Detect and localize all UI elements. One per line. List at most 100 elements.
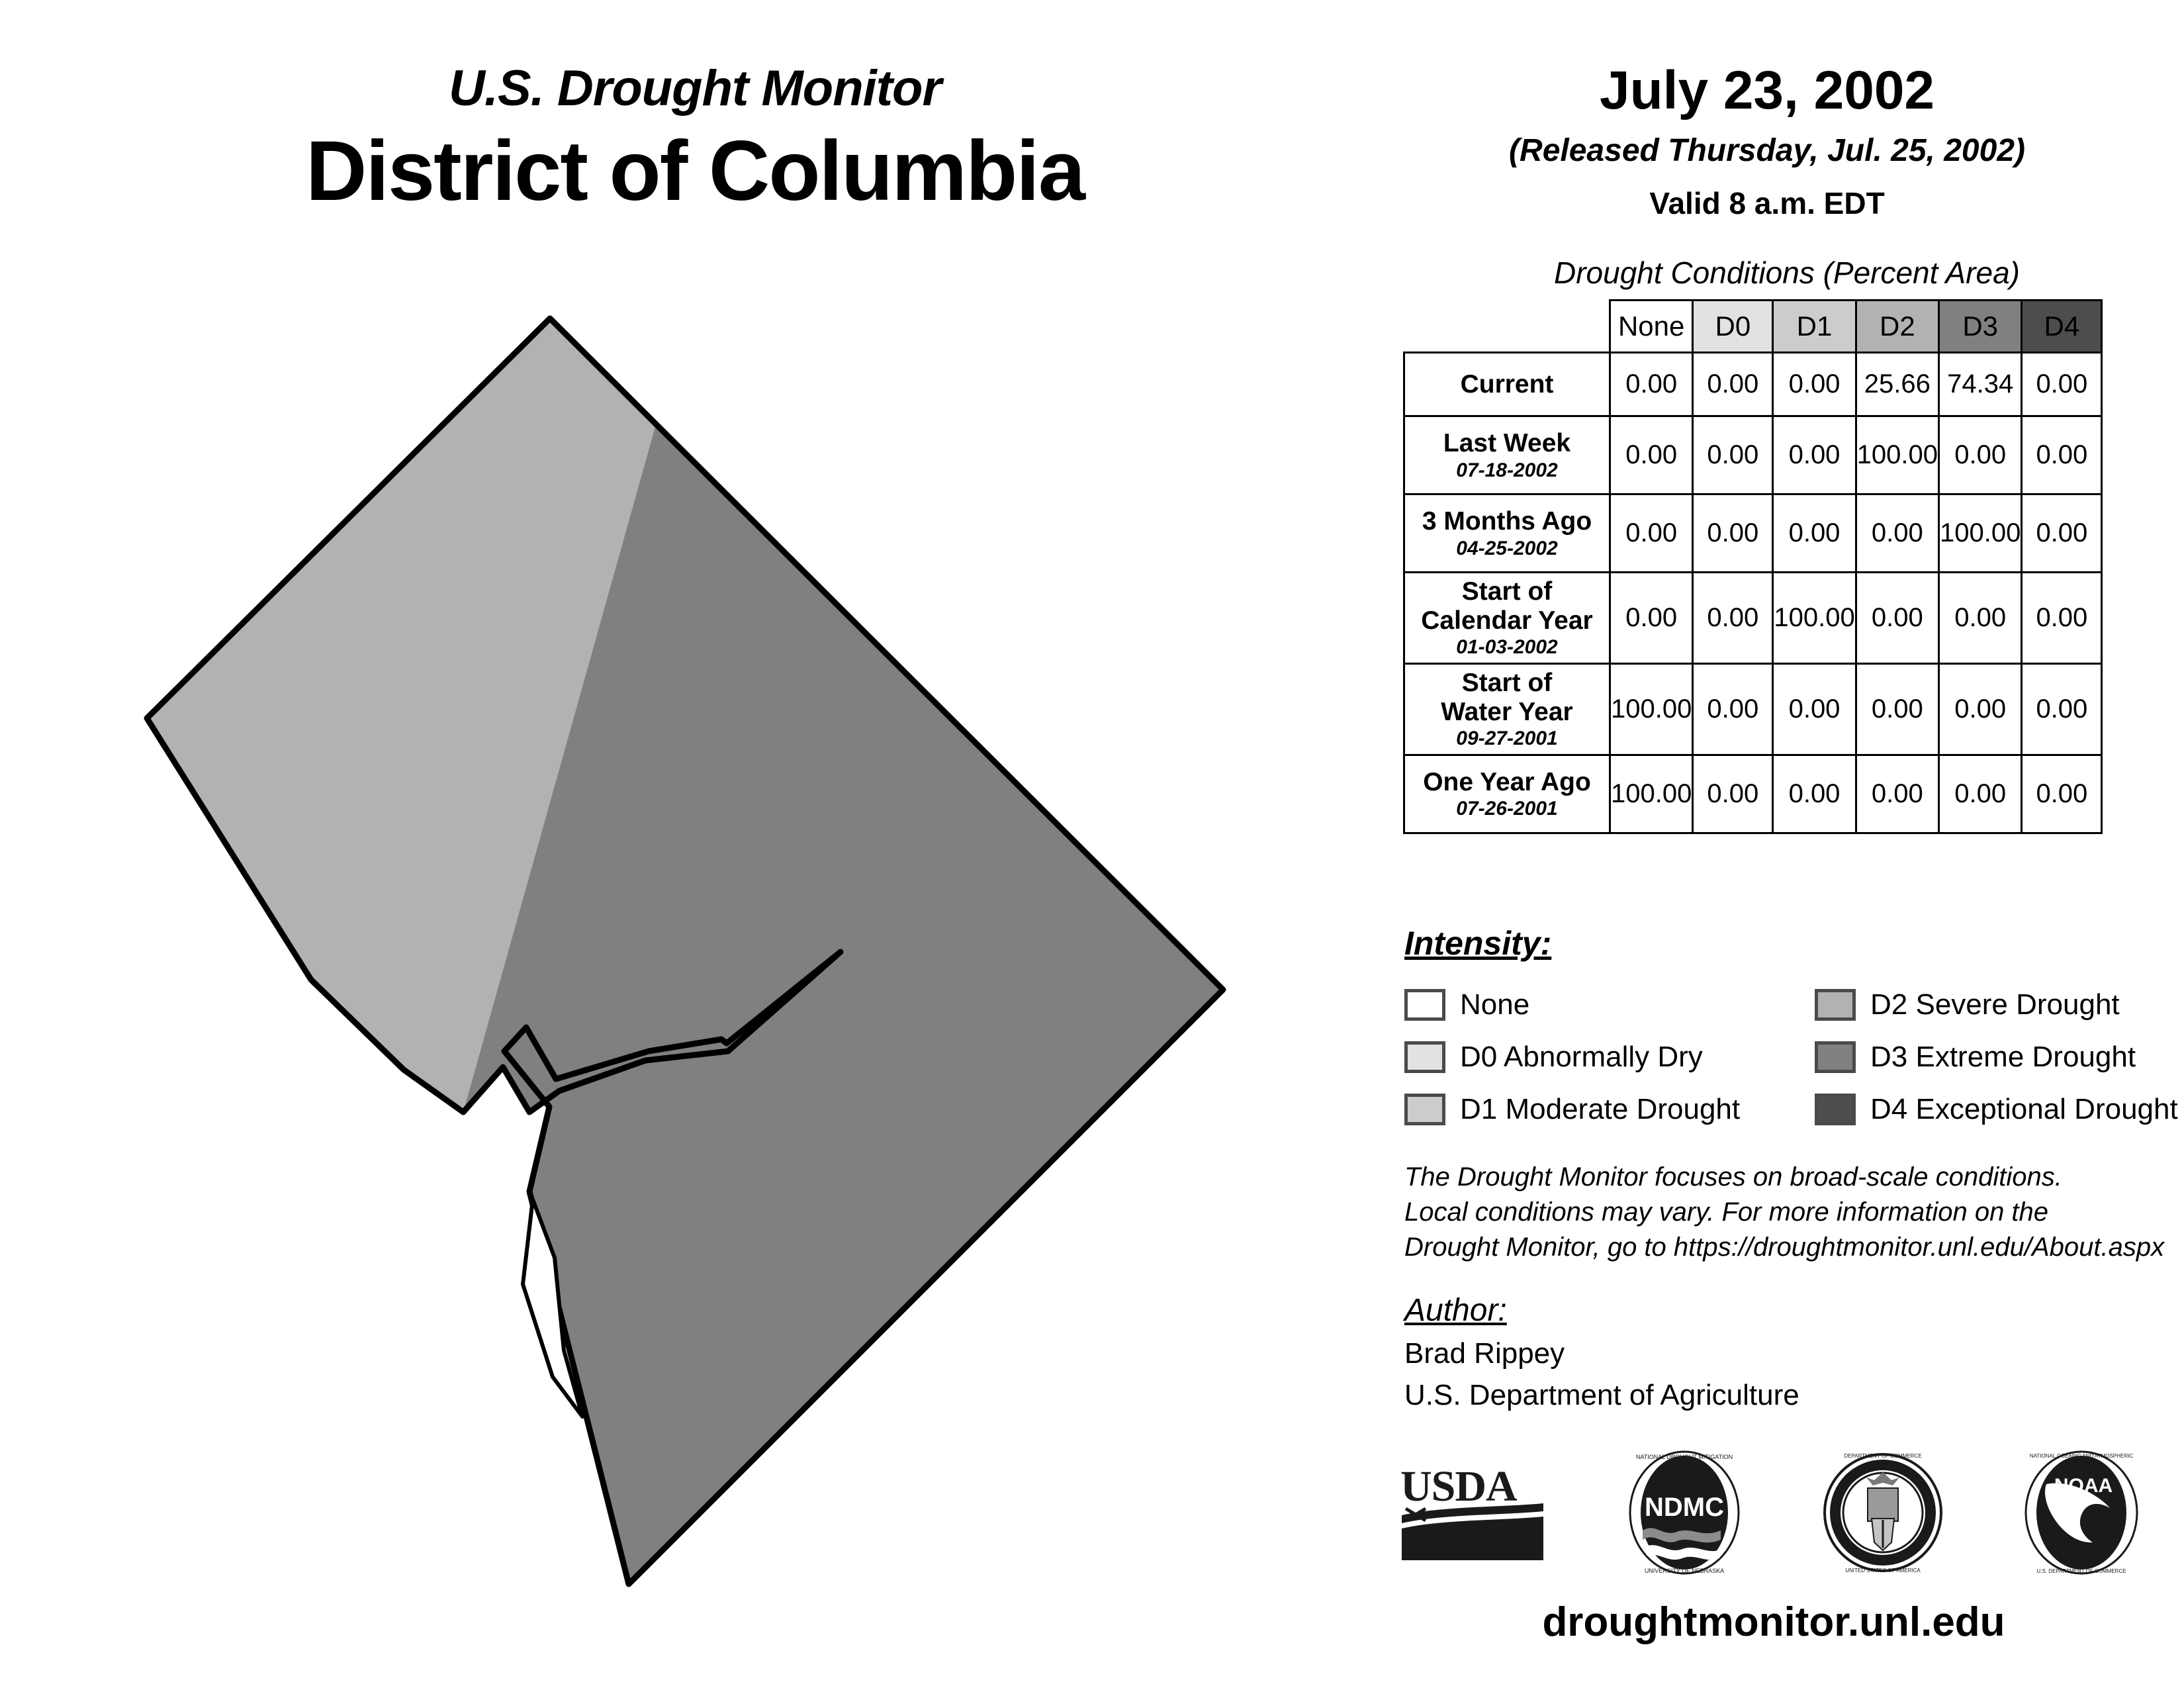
cell-water-d1: 0.00 xyxy=(1772,662,1857,756)
map-area-d2 xyxy=(147,318,655,1112)
usda-logo: USDA xyxy=(1400,1462,1543,1560)
svg-text:UNITED STATES OF AMERICA: UNITED STATES OF AMERICA xyxy=(1845,1568,1921,1573)
cell-current-d3: 74.34 xyxy=(1938,352,2023,417)
legend-label: D4 Exceptional Drought xyxy=(1870,1092,2178,1125)
legend-label: D2 Severe Drought xyxy=(1870,988,2120,1021)
released-date: (Released Thursday, Jul. 25, 2002) xyxy=(1509,133,2025,168)
row-label-date: 07-26-2001 xyxy=(1456,798,1558,820)
cell-one-year-d1: 0.00 xyxy=(1772,753,1857,834)
row-label-date: 04-25-2002 xyxy=(1456,537,1558,559)
intensity-legend: None D2 Severe Drought D0 Abnormally Dry… xyxy=(1404,978,2178,1135)
program-title: U.S. Drought Monitor xyxy=(448,60,942,117)
partner-logos: USDA NDMC NATIONAL DROUGHT MITIGATION UN… xyxy=(1396,1446,2144,1579)
cell-one-year-d2: 0.00 xyxy=(1854,753,1940,834)
column-header-d4: D4 xyxy=(2021,299,2103,353)
disclaimer-line-3: Drought Monitor, go to https://droughtmo… xyxy=(1404,1233,2165,1262)
cell-water-none: 100.00 xyxy=(1608,662,1694,756)
noaa-logo: NOAA NATIONAL OCEANIC AND ATMOSPHERIC U.… xyxy=(2025,1450,2138,1575)
table-row: Current 0.00 0.00 0.00 25.66 74.34 0.00 xyxy=(1403,352,2103,417)
cell-calendar-d2: 0.00 xyxy=(1854,571,1940,665)
column-header-none: None xyxy=(1608,299,1694,353)
ndmc-logo: NDMC NATIONAL DROUGHT MITIGATION UNIVERS… xyxy=(1629,1450,1740,1575)
cell-last-week-d3: 0.00 xyxy=(1938,415,2023,495)
cell-one-year-none: 100.00 xyxy=(1608,753,1694,834)
cell-last-week-d0: 0.00 xyxy=(1692,415,1774,495)
row-label-start-calendar-year: Start of Calendar Year 01-03-2002 xyxy=(1403,571,1611,665)
svg-text:USDA: USDA xyxy=(1400,1462,1518,1511)
svg-text:DEPARTMENT OF COMMERCE: DEPARTMENT OF COMMERCE xyxy=(1844,1453,1921,1459)
swatch-d2-icon xyxy=(1815,988,1856,1021)
cell-one-year-d4: 0.00 xyxy=(2021,753,2103,834)
svg-text:U.S. DEPARTMENT OF COMMERCE: U.S. DEPARTMENT OF COMMERCE xyxy=(2036,1568,2126,1574)
cell-3-months-d3: 100.00 xyxy=(1938,493,2023,573)
disclaimer-text: The Drought Monitor focuses on broad-sca… xyxy=(1404,1160,2184,1266)
column-header-d2: D2 xyxy=(1854,299,1940,353)
legend-item-d1: D1 Moderate Drought xyxy=(1404,1083,1815,1135)
legend-item-d4: D4 Exceptional Drought xyxy=(1815,1083,2178,1135)
row-label-text: Last Week xyxy=(1443,428,1571,457)
site-url[interactable]: droughtmonitor.unl.edu xyxy=(1542,1599,2005,1645)
cell-last-week-d4: 0.00 xyxy=(2021,415,2103,495)
legend-label: D1 Moderate Drought xyxy=(1460,1092,1741,1125)
intensity-heading: Intensity: xyxy=(1404,925,1552,962)
cell-last-week-none: 0.00 xyxy=(1608,415,1694,495)
cell-calendar-d3: 0.00 xyxy=(1938,571,2023,665)
valid-date: July 23, 2002 xyxy=(1599,60,1935,120)
row-label-date: 09-27-2001 xyxy=(1456,727,1558,750)
cell-calendar-none: 0.00 xyxy=(1608,571,1694,665)
table-corner-cell xyxy=(1404,301,1610,353)
disclaimer-line-2: Local conditions may vary. For more info… xyxy=(1404,1197,2049,1227)
table-body: Current 0.00 0.00 0.00 25.66 74.34 0.00 … xyxy=(1403,352,2103,834)
drought-map xyxy=(0,252,1357,1642)
author-heading: Author: xyxy=(1404,1293,1507,1328)
cell-current-d1: 0.00 xyxy=(1772,352,1857,417)
swatch-d4-icon xyxy=(1815,1093,1856,1125)
legend-item-d2: D2 Severe Drought xyxy=(1815,978,2146,1031)
table-row: One Year Ago 07-26-2001 100.00 0.00 0.00… xyxy=(1403,753,2103,834)
swatch-d3-icon xyxy=(1815,1041,1856,1073)
table-header-row: None D0 D1 D2 D3 D4 xyxy=(1404,299,2103,353)
svg-text:NDMC: NDMC xyxy=(1645,1493,1724,1522)
row-label-start-water-year: Start of Water Year 09-27-2001 xyxy=(1403,662,1611,756)
svg-text:NATIONAL OCEANIC AND ATMOSPHER: NATIONAL OCEANIC AND ATMOSPHERIC xyxy=(2030,1453,2134,1459)
row-label-date: 01-03-2002 xyxy=(1456,636,1558,659)
row-label-text: One Year Ago xyxy=(1423,767,1591,796)
row-label-one-year-ago: One Year Ago 07-26-2001 xyxy=(1403,753,1611,834)
cell-current-d2: 25.66 xyxy=(1854,352,1940,417)
cell-current-d0: 0.00 xyxy=(1692,352,1774,417)
swatch-none-icon xyxy=(1404,988,1445,1021)
cell-one-year-d3: 0.00 xyxy=(1938,753,2023,834)
table-row: Last Week 07-18-2002 0.00 0.00 0.00 100.… xyxy=(1403,415,2103,495)
svg-text:NATIONAL DROUGHT MITIGATION: NATIONAL DROUGHT MITIGATION xyxy=(1636,1454,1733,1460)
cell-3-months-none: 0.00 xyxy=(1608,493,1694,573)
row-label-text: Start of Calendar Year xyxy=(1421,577,1593,635)
table-caption: Drought Conditions (Percent Area) xyxy=(1554,256,2020,290)
swatch-d0-icon xyxy=(1404,1041,1445,1073)
cell-3-months-d0: 0.00 xyxy=(1692,493,1774,573)
legend-item-none: None xyxy=(1404,978,1815,1031)
swatch-d1-icon xyxy=(1404,1093,1445,1125)
valid-time: Valid 8 a.m. EDT xyxy=(1649,186,1885,220)
cell-3-months-d2: 0.00 xyxy=(1854,493,1940,573)
legend-label: D0 Abnormally Dry xyxy=(1460,1040,1703,1073)
cell-water-d0: 0.00 xyxy=(1692,662,1774,756)
cell-water-d4: 0.00 xyxy=(2021,662,2103,756)
row-label-last-week: Last Week 07-18-2002 xyxy=(1403,415,1611,495)
row-label-text: Current xyxy=(1460,369,1554,399)
cell-last-week-d2: 100.00 xyxy=(1854,415,1940,495)
legend-label: D3 Extreme Drought xyxy=(1870,1040,2136,1073)
row-label-current: Current xyxy=(1403,352,1611,417)
cell-3-months-d4: 0.00 xyxy=(2021,493,2103,573)
cell-calendar-d1: 100.00 xyxy=(1772,571,1857,665)
legend-item-d3: D3 Extreme Drought xyxy=(1815,1031,2146,1083)
table-header: None D0 D1 D2 D3 D4 xyxy=(1404,299,2103,353)
author-organization: U.S. Department of Agriculture xyxy=(1404,1379,1799,1411)
column-header-d3: D3 xyxy=(1938,299,2023,353)
table-row: Start of Calendar Year 01-03-2002 0.00 0.… xyxy=(1403,571,2103,665)
cell-3-months-d1: 0.00 xyxy=(1772,493,1857,573)
disclaimer-line-1: The Drought Monitor focuses on broad-sca… xyxy=(1404,1162,2062,1192)
cell-calendar-d0: 0.00 xyxy=(1692,571,1774,665)
cell-one-year-d0: 0.00 xyxy=(1692,753,1774,834)
svg-text:NOAA: NOAA xyxy=(2054,1475,2113,1497)
